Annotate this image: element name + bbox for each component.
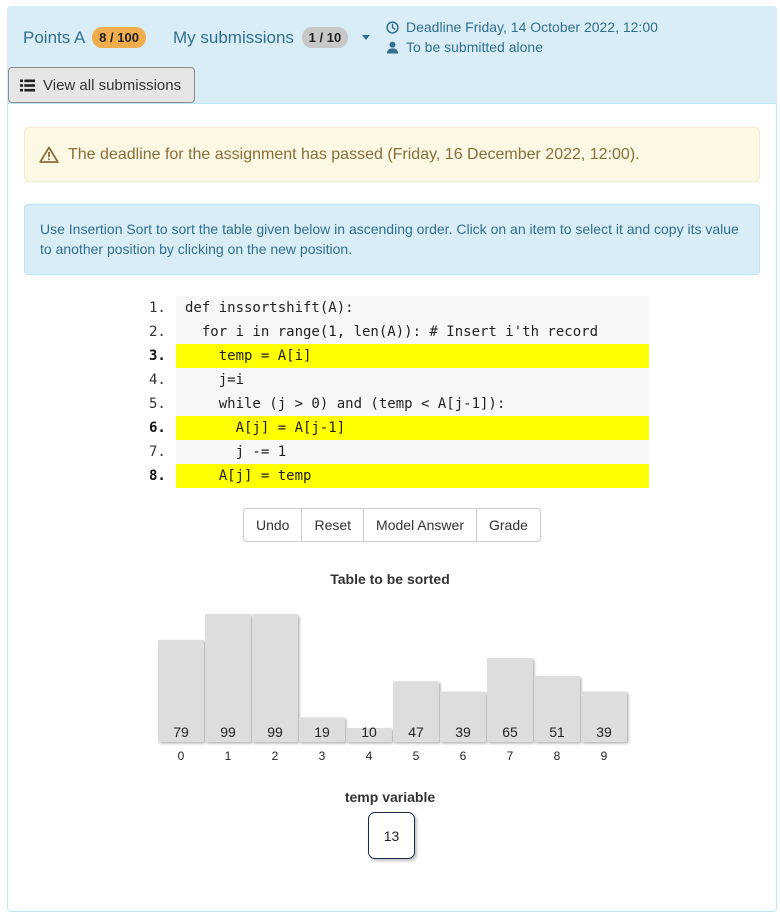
array-bar-group[interactable]: 99 1: [205, 614, 251, 763]
array-bar[interactable]: [534, 676, 580, 742]
instructions-text: Use Insertion Sort to sort the table giv…: [40, 221, 739, 257]
array-bar-group[interactable]: 19 3: [299, 717, 345, 763]
bar-index-label: 6: [460, 749, 467, 763]
array-bar-group[interactable]: 51 8: [534, 676, 580, 763]
array-bar[interactable]: [158, 639, 204, 742]
control-buttons: Undo Reset Model Answer Grade: [243, 508, 541, 542]
array-bar-group[interactable]: 99 2: [252, 614, 298, 763]
temp-variable-value: 13: [383, 827, 400, 844]
code-line: 8. A[j] = temp: [140, 464, 649, 488]
line-number: 5.: [149, 396, 166, 412]
bar-value-label: 65: [502, 724, 518, 740]
code-line: 3. temp = A[i]: [140, 344, 649, 368]
array-bar[interactable]: [440, 691, 486, 742]
bar-index-label: 9: [601, 749, 608, 763]
bar-index-label: 3: [319, 749, 326, 763]
points-indicator: Points A 8 / 100: [23, 27, 146, 48]
code-line: 2. for i in range(1, len(A)): # Insert i…: [140, 320, 649, 344]
array-bar-group[interactable]: 39 6: [440, 691, 486, 763]
reset-button[interactable]: Reset: [301, 508, 365, 542]
array-bar-group[interactable]: 47 5: [393, 681, 439, 763]
line-number: 4.: [149, 372, 166, 388]
deadline-row: Deadline Friday, 14 October 2022, 12:00: [386, 17, 658, 37]
code-line: 5. while (j > 0) and (temp < A[j-1]):: [140, 392, 649, 416]
table-title: Table to be sorted: [330, 571, 450, 587]
line-number: 1.: [149, 300, 166, 316]
bar-index-label: 1: [225, 749, 232, 763]
line-number: 6.: [149, 420, 166, 436]
code-text: A[j] = A[j-1]: [176, 416, 649, 440]
array-bar[interactable]: [581, 691, 627, 742]
array-bar[interactable]: [299, 717, 345, 742]
array-bar[interactable]: [205, 614, 251, 742]
submissions-dropdown[interactable]: My submissions 1 / 10: [173, 27, 370, 48]
bar-index-label: 4: [366, 749, 373, 763]
code-text: for i in range(1, len(A)): # Insert i'th…: [176, 320, 649, 344]
bar-index-label: 7: [507, 749, 514, 763]
pseudocode-block: 1. def inssortshift(A): 2. for i in range(…: [140, 296, 649, 488]
instructions-alert: Use Insertion Sort to sort the table giv…: [24, 204, 760, 275]
array-bar-group[interactable]: 79 0: [158, 639, 204, 763]
line-number: 8.: [149, 468, 166, 484]
submit-mode-row: To be submitted alone: [386, 37, 658, 57]
bar-value-label: 51: [549, 724, 565, 740]
line-number: 2.: [149, 324, 166, 340]
code-text: j -= 1: [176, 440, 649, 464]
grade-button[interactable]: Grade: [475, 508, 541, 542]
bar-index-label: 0: [178, 749, 185, 763]
code-line: 1. def inssortshift(A):: [140, 296, 649, 320]
array-bar-group[interactable]: 10 4: [346, 724, 392, 763]
code-line: 7. j -= 1: [140, 440, 649, 464]
code-text: while (j > 0) and (temp < A[j-1]):: [176, 392, 649, 416]
warning-icon: [39, 146, 59, 163]
bar-value-label: 47: [408, 724, 424, 740]
array-bar-group[interactable]: 65 7: [487, 657, 533, 763]
deadline-info: Deadline Friday, 14 October 2022, 12:00 …: [386, 17, 658, 57]
bar-index-label: 5: [413, 749, 420, 763]
temp-variable-label: temp variable: [344, 789, 436, 805]
array-bar[interactable]: [252, 614, 298, 742]
submissions-badge: 1 / 10: [301, 27, 349, 48]
submit-mode-text: To be submitted alone: [406, 39, 543, 55]
caret-down-icon: [361, 35, 370, 40]
deadline-passed-alert: The deadline for the assignment has pass…: [24, 127, 760, 182]
temp-variable-box[interactable]: 13: [368, 812, 415, 859]
array-bar[interactable]: [487, 657, 533, 742]
bar-value-label: 39: [455, 724, 471, 740]
code-text: temp = A[i]: [176, 344, 649, 368]
bar-index-label: 2: [272, 749, 279, 763]
bar-index-label: 8: [554, 749, 561, 763]
array-bar-group[interactable]: 39 9: [581, 691, 627, 763]
undo-button[interactable]: Undo: [243, 508, 303, 542]
sortable-array-chart[interactable]: 79 0 99 1 99 2 19 3 10 4 47 5 39 6 65 7 51 8 39 9: [0, 600, 780, 770]
clock-icon: [386, 20, 399, 34]
points-badge: 8 / 100: [92, 27, 146, 48]
submissions-label: My submissions: [173, 28, 294, 47]
code-text: A[j] = temp: [176, 464, 649, 488]
bar-value-label: 79: [173, 724, 189, 740]
points-label: Points A: [23, 28, 85, 47]
bar-value-label: 99: [267, 724, 283, 740]
deadline-passed-text: The deadline for the assignment has pass…: [68, 145, 640, 163]
list-icon: [20, 79, 35, 91]
view-all-submissions-button[interactable]: View all submissions: [8, 67, 195, 103]
bar-value-label: 99: [220, 724, 236, 740]
line-number: 7.: [149, 444, 166, 460]
line-number: 3.: [149, 348, 166, 364]
array-bar[interactable]: [393, 681, 439, 742]
array-bar[interactable]: [346, 728, 392, 742]
code-line: 6. A[j] = A[j-1]: [140, 416, 649, 440]
view-all-label: View all submissions: [43, 76, 182, 94]
deadline-text: Deadline Friday, 14 October 2022, 12:00: [406, 19, 658, 35]
code-line: 4. j=i: [140, 368, 649, 392]
code-text: def inssortshift(A):: [176, 296, 649, 320]
code-text: j=i: [176, 368, 649, 392]
user-icon: [386, 41, 399, 54]
bar-value-label: 10: [361, 724, 377, 740]
bar-value-label: 39: [596, 724, 612, 740]
bar-value-label: 19: [314, 724, 330, 740]
model-answer-button[interactable]: Model Answer: [363, 508, 477, 542]
